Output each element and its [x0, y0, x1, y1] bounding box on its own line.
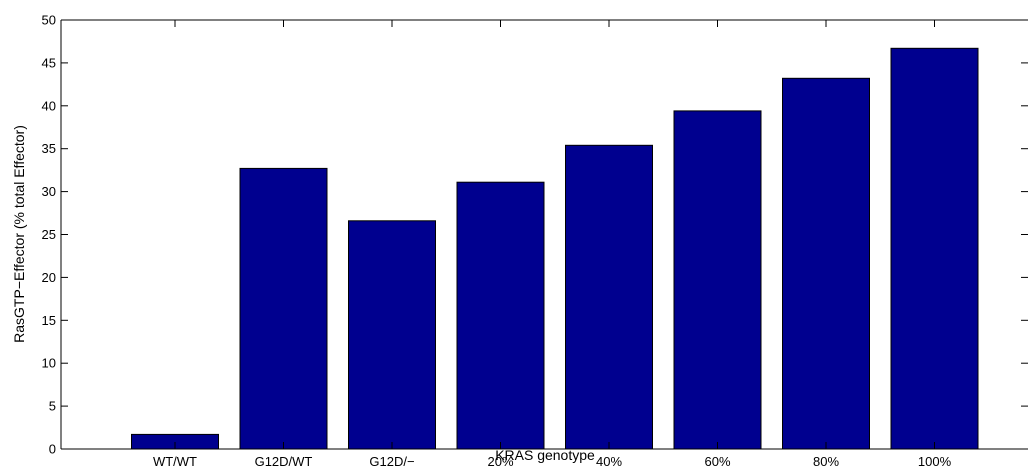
y-tick-label: 30 [42, 184, 56, 199]
y-tick-label: 45 [42, 55, 56, 70]
x-tick-label: G12D/− [369, 454, 414, 468]
bar-1 [239, 167, 328, 450]
bars-layer [131, 47, 979, 450]
x-tick-label: 100% [918, 454, 952, 468]
y-tick-label: 40 [42, 98, 56, 113]
bar-4 [565, 144, 653, 450]
bar-3 [456, 181, 545, 450]
x-axis-title: KRAS genotype [495, 447, 595, 463]
y-tick-label: 35 [42, 141, 56, 156]
axes-layer [60, 19, 1028, 450]
y-tick-label: 50 [42, 13, 56, 28]
bar-7 [890, 47, 979, 450]
y-tick-label: 15 [42, 313, 56, 328]
y-tick-label: 25 [42, 227, 56, 242]
bar-5 [673, 110, 762, 450]
y-tick-label: 0 [49, 442, 56, 457]
x-tick-label: 40% [596, 454, 622, 468]
x-tick-label: 20% [487, 454, 513, 468]
y-tick-label: 20 [42, 270, 56, 285]
bar-2 [348, 220, 436, 450]
y-axis-title: RasGTP−Effector (% total Effector) [11, 125, 27, 343]
y-tick-label: 10 [42, 356, 56, 371]
x-tick-label: WT/WT [153, 454, 197, 468]
x-tick-label: 60% [704, 454, 730, 468]
y-tick-label: 5 [49, 399, 56, 414]
x-tick-label: G12D/WT [255, 454, 313, 468]
labels-layer: 0 5 10 15 20 25 30 35 40 45 50 WT/WT G12D/WT G12D/− 20… [42, 13, 952, 468]
x-tick-label: 80% [813, 454, 839, 468]
bar-6 [782, 77, 870, 450]
